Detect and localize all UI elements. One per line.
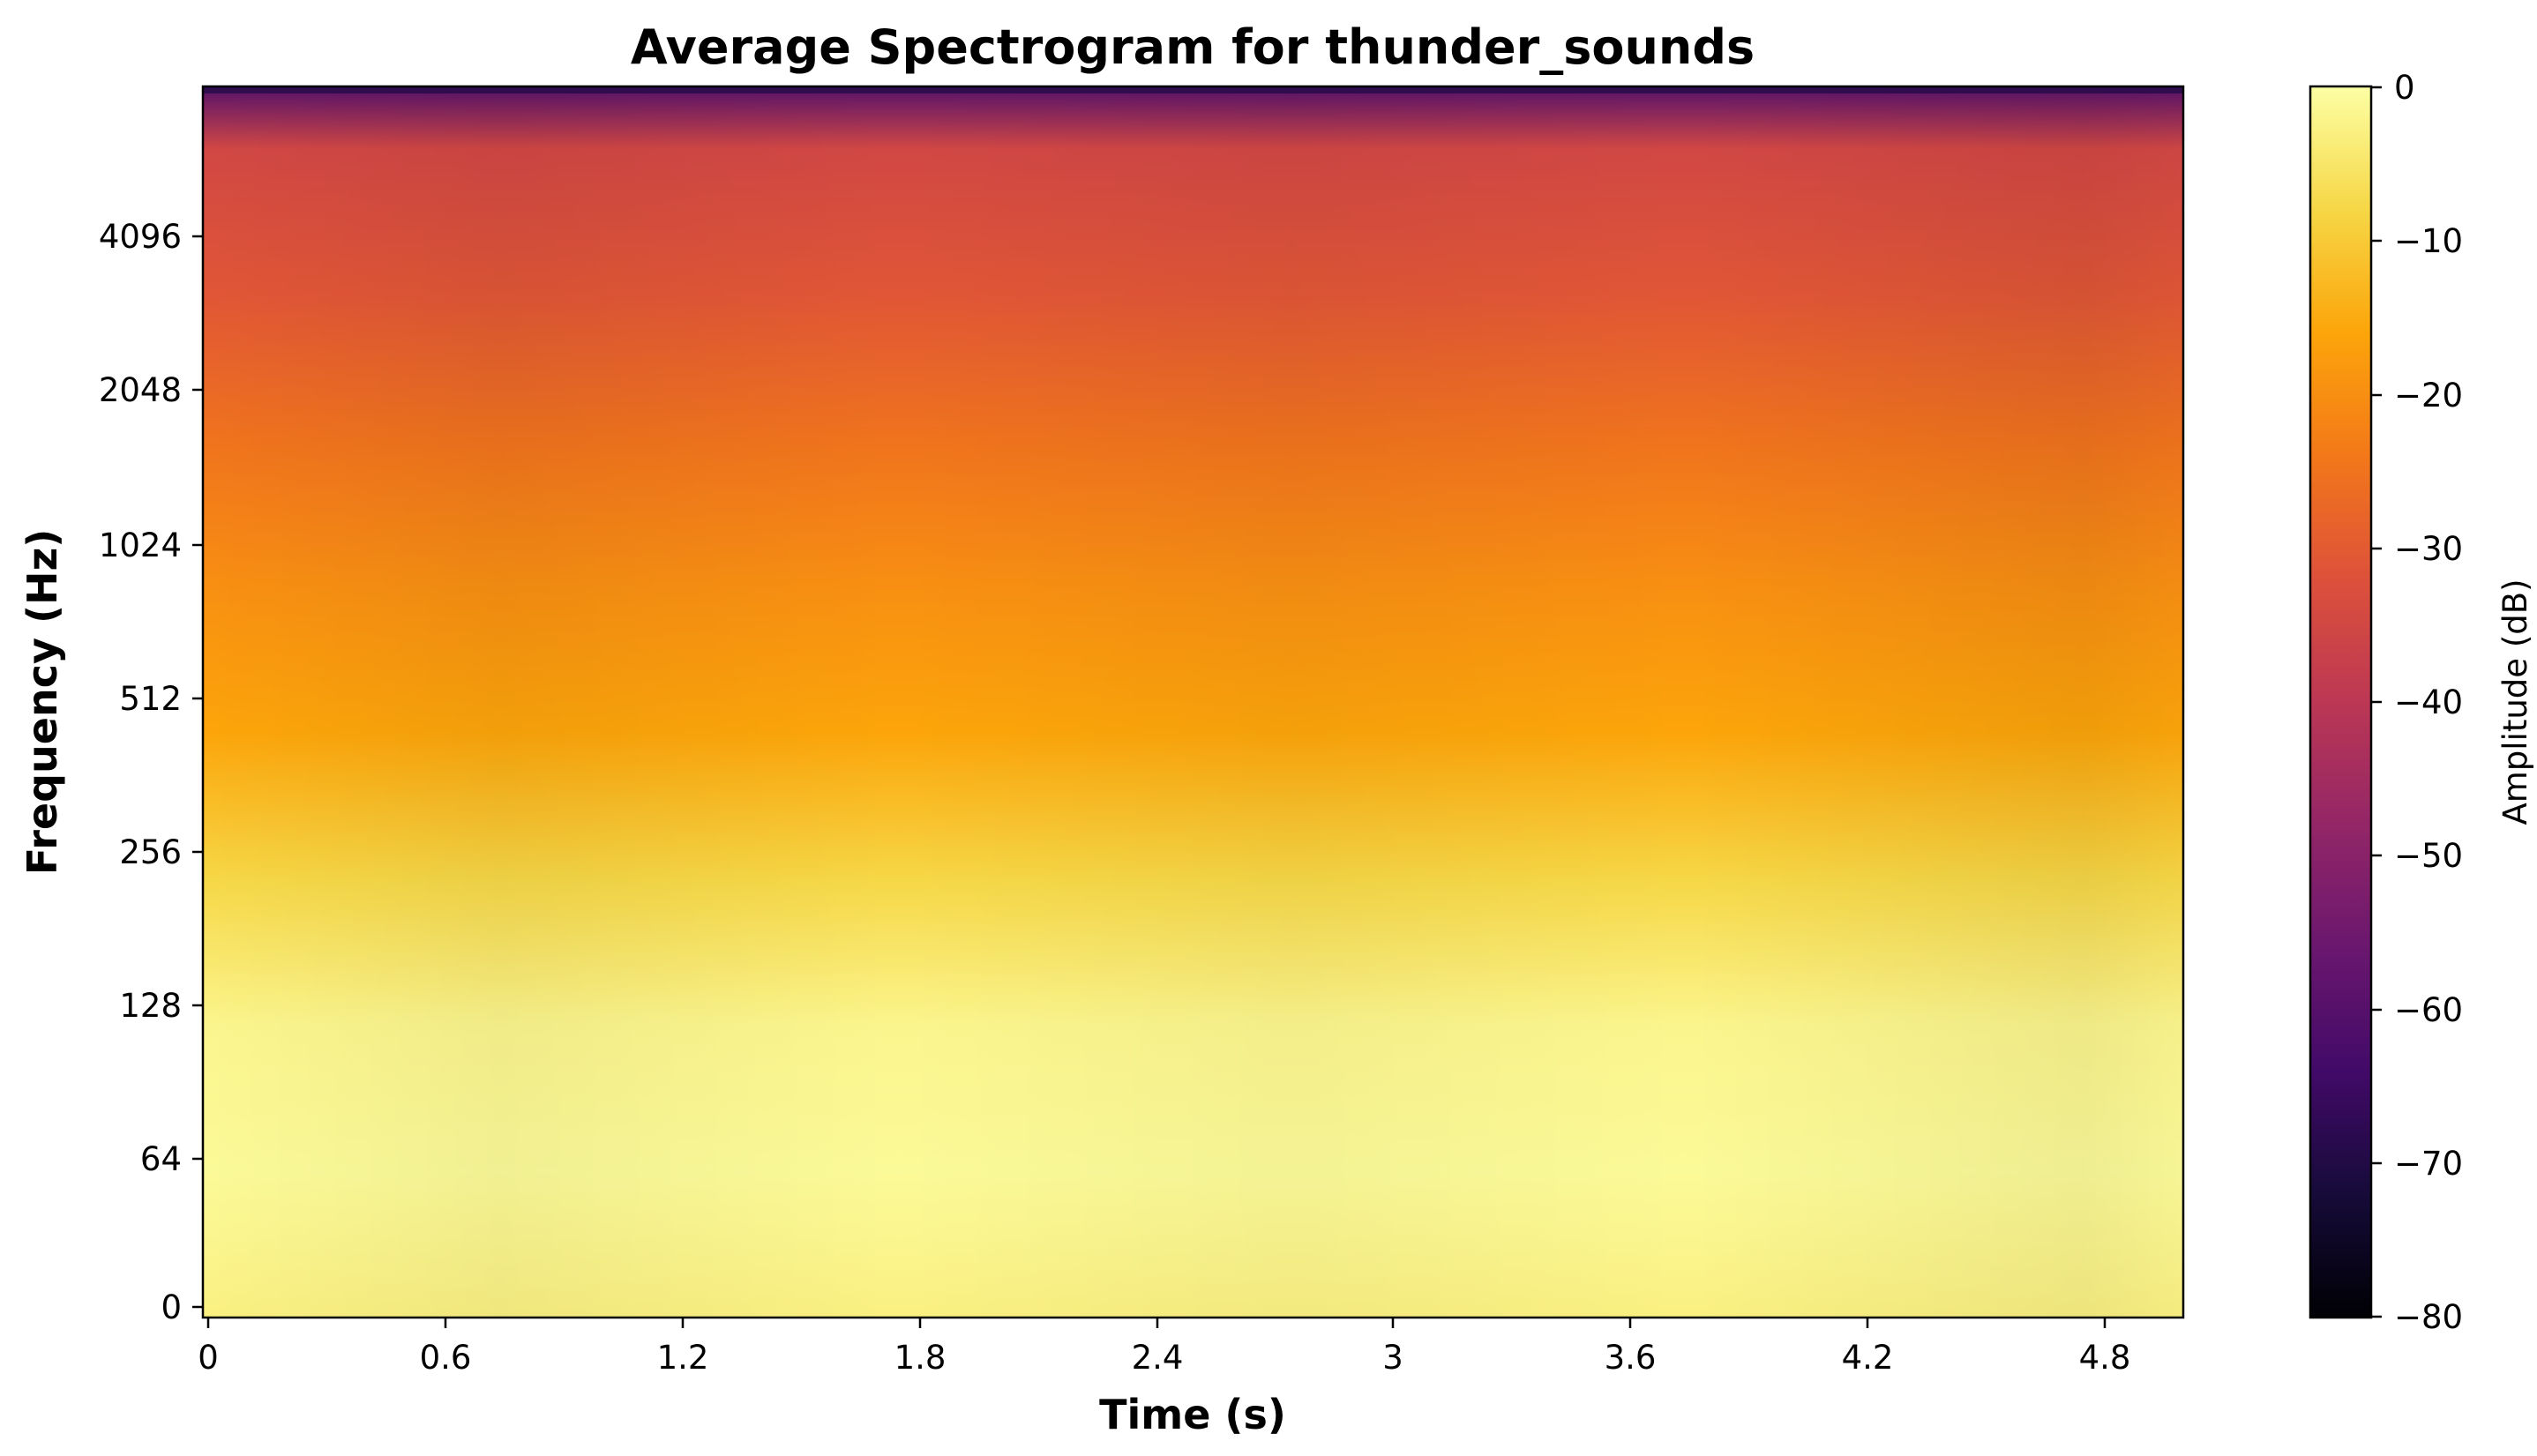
colorbar-tick-label: −30 bbox=[2394, 530, 2463, 568]
colorbar-gradient bbox=[2310, 86, 2371, 1318]
y-tick-label: 512 bbox=[119, 680, 182, 718]
heatmap-top-band bbox=[203, 86, 2183, 93]
x-tick-label: 4.2 bbox=[1842, 1339, 1894, 1377]
y-tick-label: 1024 bbox=[99, 526, 182, 564]
plot-area bbox=[201, 85, 2185, 1319]
colorbar-tick-label: −50 bbox=[2394, 837, 2463, 875]
chart-title: Average Spectrogram for thunder_sounds bbox=[631, 19, 1755, 75]
x-axis: 0 0.6 1.2 1.8 2.4 3 3.6 4.2 4.8 bbox=[198, 1318, 2130, 1377]
colorbar-tick-label: −70 bbox=[2394, 1145, 2463, 1183]
colorbar-tick-label: −40 bbox=[2394, 683, 2463, 721]
x-tick-label: 3 bbox=[1382, 1339, 1403, 1377]
colorbar-tick-label: −20 bbox=[2394, 377, 2463, 414]
y-axis-label: Frequency (Hz) bbox=[19, 529, 66, 876]
y-tick-label: 256 bbox=[119, 833, 182, 871]
x-axis-label: Time (s) bbox=[1099, 1391, 1286, 1438]
plot-frame bbox=[201, 85, 2185, 1319]
x-tick-label: 3.6 bbox=[1605, 1339, 1657, 1377]
y-tick-label: 0 bbox=[161, 1288, 182, 1326]
x-tick-label: 0 bbox=[198, 1339, 219, 1377]
y-tick-label: 2048 bbox=[99, 371, 182, 409]
heatmap-texture bbox=[203, 86, 2183, 1318]
y-axis: 0 64 128 256 512 1024 2048 4096 bbox=[99, 218, 203, 1326]
colorbar-tick-label: −80 bbox=[2394, 1298, 2463, 1336]
colorbar-tick-label: 0 bbox=[2394, 69, 2415, 107]
x-tick-label: 4.8 bbox=[2079, 1339, 2131, 1377]
y-tick-label: 4096 bbox=[99, 218, 182, 256]
y-tick-label: 128 bbox=[119, 987, 182, 1025]
colorbar: 0 −10 −20 −30 −40 −50 −60 −70 −80 Amplit… bbox=[2309, 69, 2534, 1336]
colorbar-tick-label: −10 bbox=[2394, 222, 2463, 260]
colorbar-tick-label: −60 bbox=[2394, 991, 2463, 1029]
x-tick-label: 0.6 bbox=[420, 1339, 472, 1377]
x-tick-label: 1.2 bbox=[657, 1339, 709, 1377]
colorbar-label: Amplitude (dB) bbox=[2496, 579, 2534, 825]
x-tick-label: 2.4 bbox=[1132, 1339, 1184, 1377]
x-tick-label: 1.8 bbox=[894, 1339, 947, 1377]
y-tick-label: 64 bbox=[140, 1140, 182, 1178]
